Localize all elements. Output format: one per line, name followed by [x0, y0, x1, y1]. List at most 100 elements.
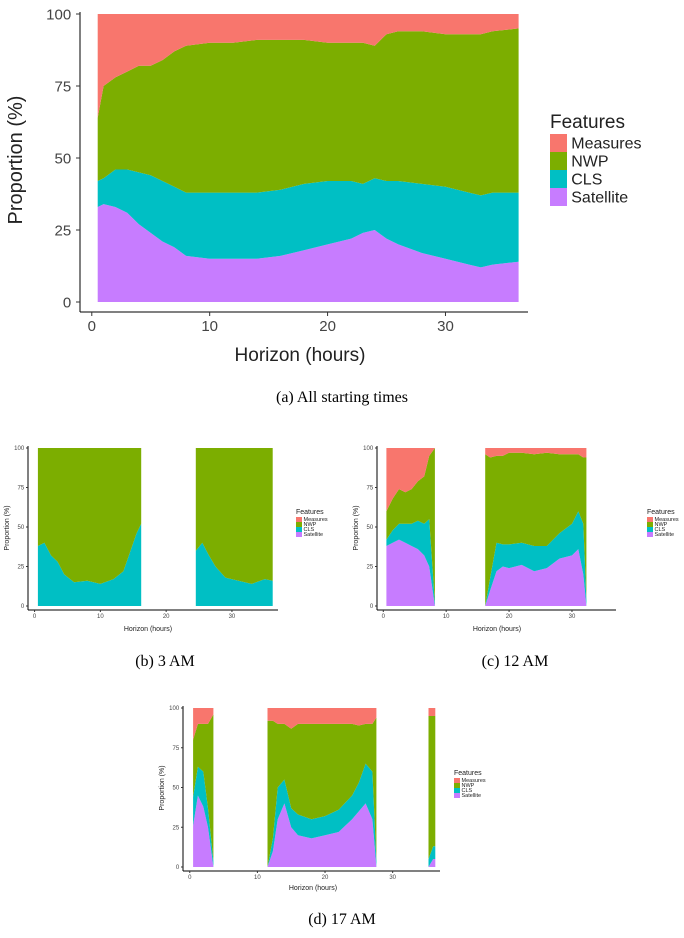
x-axis-title: Horizon (hours): [235, 345, 366, 366]
x-axis-title: Horizon (hours): [124, 626, 172, 633]
legend-label-satellite: Satellite: [571, 189, 628, 206]
area-nwp-segment-1: [485, 452, 587, 606]
y-axis-title: Proportion (%): [353, 505, 360, 550]
legend-swatch-nwp: [296, 522, 302, 527]
legend-swatch-measures: [647, 517, 653, 522]
x-tick-label: 30: [437, 318, 454, 335]
legend-swatch-cls: [296, 527, 302, 532]
legend-label-nwp: NWP: [462, 783, 475, 789]
y-tick-label: 100: [46, 6, 71, 23]
area-satellite-segment-0: [97, 204, 519, 302]
area-nwp-segment-1: [267, 717, 377, 867]
legend-label-nwp: NWP: [304, 522, 317, 528]
legend-swatch-cls: [454, 788, 460, 793]
legend-swatch-satellite: [647, 532, 653, 537]
legend-label-cls: CLS: [304, 527, 315, 533]
figure-caption: (b) 3 AM: [135, 653, 195, 670]
y-tick-label: 75: [18, 486, 25, 492]
legend-title: Features: [454, 770, 482, 777]
y-tick-label: 50: [55, 150, 72, 167]
area-measures-segment-0: [97, 14, 519, 118]
legend-label-nwp: NWP: [655, 522, 668, 528]
y-tick-label: 25: [367, 565, 374, 571]
y-tick-label: 100: [363, 446, 374, 452]
legend-title: Features: [647, 509, 675, 516]
legend-label-satellite: Satellite: [655, 532, 675, 538]
legend-title: Features: [550, 112, 625, 133]
area-cls-segment-0: [193, 766, 214, 867]
figure-caption: (a) All starting times: [276, 389, 408, 406]
chart-panel-all-starting-times: Proportion (%) Horizon (hours) Features …: [5, 6, 642, 406]
legend-label-measures: Measures: [571, 135, 641, 152]
x-tick-label: 20: [322, 875, 329, 881]
x-axis-title: Horizon (hours): [473, 626, 521, 633]
area-satellite-segment-2: [428, 859, 436, 867]
area-nwp-segment-2: [428, 716, 436, 859]
x-tick-label: 10: [97, 614, 104, 620]
legend-label-measures: Measures: [655, 517, 679, 523]
y-tick-label: 0: [176, 865, 180, 871]
x-tick-label: 20: [163, 614, 170, 620]
y-tick-label: 0: [63, 294, 71, 311]
legend-swatch-satellite: [454, 793, 460, 798]
y-tick-label: 0: [370, 604, 374, 610]
area-cls-segment-0: [386, 519, 435, 606]
x-tick-label: 10: [443, 614, 450, 620]
x-tick-label: 10: [201, 318, 218, 335]
y-tick-label: 0: [21, 604, 25, 610]
legend-swatch-measures: [454, 778, 460, 783]
area-nwp-segment-0: [97, 28, 519, 196]
x-tick-label: 30: [569, 614, 576, 620]
legend-title: Features: [296, 509, 324, 516]
x-tick-label: 20: [319, 318, 336, 335]
area-measures-segment-1: [267, 708, 377, 729]
y-axis-title: Proportion (%): [5, 96, 27, 225]
area-nwp-segment-0: [386, 448, 435, 603]
y-tick-label: 50: [367, 525, 374, 531]
legend-label-cls: CLS: [655, 527, 666, 533]
chart-panel-17am: Proportion (%) Horizon (hours) Features …: [159, 706, 486, 928]
area-nwp-segment-0: [193, 714, 214, 861]
y-tick-label: 75: [367, 486, 374, 492]
legend-swatch-cls: [550, 170, 567, 188]
y-tick-label: 75: [55, 78, 72, 95]
legend-swatch-nwp: [454, 783, 460, 788]
x-tick-label: 30: [229, 614, 236, 620]
y-tick-label: 25: [173, 825, 180, 831]
area-cls-segment-0: [97, 169, 519, 268]
area-cls-segment-0: [37, 523, 142, 606]
y-tick-label: 25: [55, 222, 72, 239]
area-nwp-segment-0: [37, 448, 142, 584]
area-satellite-segment-1: [485, 549, 587, 606]
legend-label-satellite: Satellite: [304, 532, 324, 538]
area-measures-segment-0: [386, 448, 435, 512]
legend-swatch-nwp: [550, 152, 567, 170]
area-cls-segment-1: [267, 763, 377, 867]
y-tick-label: 100: [169, 706, 180, 712]
legend-swatch-measures: [296, 517, 302, 522]
area-nwp-segment-1: [195, 448, 273, 584]
x-axis-title: Horizon (hours): [289, 885, 337, 892]
area-cls-segment-2: [428, 846, 436, 867]
y-tick-label: 25: [18, 565, 25, 571]
legend-label-nwp: NWP: [571, 153, 608, 170]
legend-label-satellite: Satellite: [462, 793, 482, 799]
y-tick-label: 50: [18, 525, 25, 531]
area-measures-segment-1: [485, 448, 587, 458]
x-tick-label: 30: [389, 875, 396, 881]
y-tick-label: 100: [14, 446, 25, 452]
area-cls-segment-1: [485, 511, 587, 606]
x-tick-label: 0: [88, 318, 96, 335]
figure-caption: (d) 17 AM: [308, 911, 376, 928]
x-tick-label: 20: [506, 614, 513, 620]
area-cls-segment-1: [195, 542, 273, 606]
legend-label-cls: CLS: [462, 788, 473, 794]
x-tick-label: 0: [188, 875, 192, 881]
legend-swatch-satellite: [296, 532, 302, 537]
legend-swatch-cls: [647, 527, 653, 532]
legend-label-cls: CLS: [571, 171, 602, 188]
legend-swatch-satellite: [550, 188, 567, 206]
chart-panel-12am: Proportion (%) Horizon (hours) Features …: [353, 446, 679, 670]
chart-panel-3am: Proportion (%) Horizon (hours) Features …: [4, 446, 328, 670]
